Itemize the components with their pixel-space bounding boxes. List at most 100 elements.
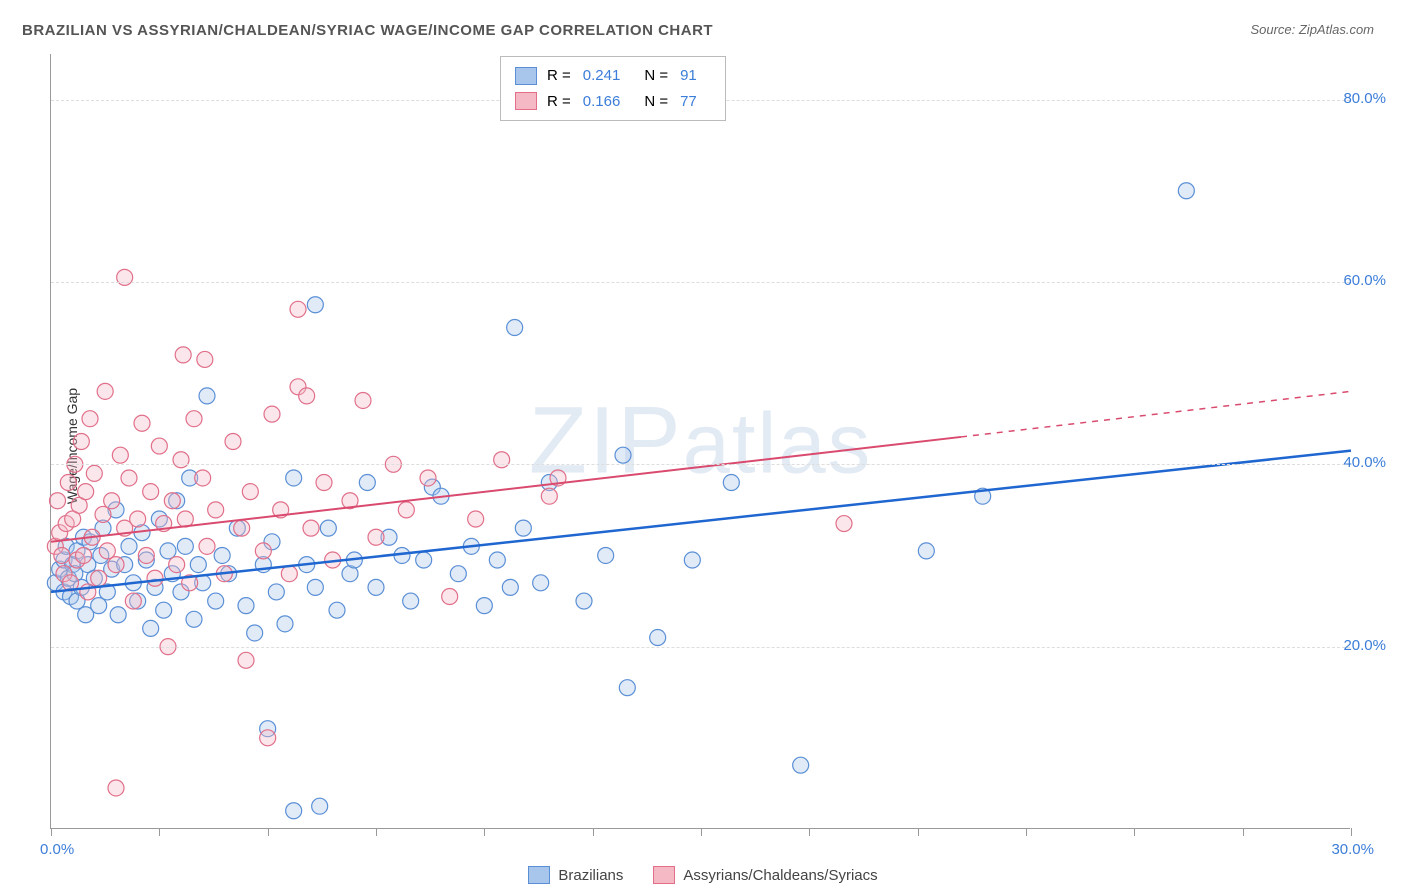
x-tick (918, 828, 919, 836)
scatter-point (502, 579, 518, 595)
scatter-point (125, 593, 141, 609)
r-label: R = (547, 63, 571, 89)
scatter-point (576, 593, 592, 609)
scatter-point (793, 757, 809, 773)
scatter-point (214, 547, 230, 563)
scatter-point (169, 557, 185, 573)
scatter-point (598, 547, 614, 563)
scatter-point (541, 488, 557, 504)
scatter-point (173, 452, 189, 468)
scatter-svg (51, 54, 1350, 828)
x-tick (159, 828, 160, 836)
x-tick (593, 828, 594, 836)
n-value: 91 (680, 63, 697, 89)
gridline (51, 282, 1350, 283)
x-tick (1351, 828, 1352, 836)
n-label: N = (644, 89, 668, 115)
scatter-point (108, 780, 124, 796)
stats-legend-box: R =0.241N =91R =0.166N =77 (500, 56, 726, 121)
scatter-point (281, 566, 297, 582)
scatter-point (468, 511, 484, 527)
scatter-point (615, 447, 631, 463)
scatter-point (117, 269, 133, 285)
scatter-point (54, 547, 70, 563)
scatter-point (186, 411, 202, 427)
scatter-point (507, 320, 523, 336)
scatter-point (268, 584, 284, 600)
scatter-point (208, 593, 224, 609)
legend-label: Brazilians (558, 867, 623, 884)
x-tick (1134, 828, 1135, 836)
scatter-point (91, 570, 107, 586)
scatter-point (208, 502, 224, 518)
scatter-point (359, 475, 375, 491)
scatter-point (442, 589, 458, 605)
y-tick-label: 40.0% (1343, 454, 1386, 471)
scatter-point (420, 470, 436, 486)
scatter-point (489, 552, 505, 568)
scatter-point (416, 552, 432, 568)
scatter-point (255, 543, 271, 559)
x-tick (484, 828, 485, 836)
scatter-point (225, 434, 241, 450)
scatter-point (238, 652, 254, 668)
x-tick (376, 828, 377, 836)
scatter-point (684, 552, 700, 568)
n-value: 77 (680, 89, 697, 115)
gridline (51, 464, 1350, 465)
x-tick-max: 30.0% (1331, 841, 1374, 858)
scatter-point (97, 383, 113, 399)
legend-item: Assyrians/Chaldeans/Syriacs (653, 866, 877, 884)
trend-line-extrapolated (961, 391, 1351, 437)
legend-swatch (528, 866, 550, 884)
scatter-point (143, 620, 159, 636)
scatter-point (82, 411, 98, 427)
x-tick (51, 828, 52, 836)
scatter-point (108, 557, 124, 573)
scatter-point (91, 598, 107, 614)
y-tick-label: 20.0% (1343, 637, 1386, 654)
scatter-point (99, 543, 115, 559)
scatter-point (143, 484, 159, 500)
scatter-point (264, 406, 280, 422)
scatter-point (73, 434, 89, 450)
gridline (51, 647, 1350, 648)
stats-row: R =0.241N =91 (515, 63, 711, 89)
scatter-point (242, 484, 258, 500)
scatter-point (121, 538, 137, 554)
legend-swatch (515, 92, 537, 110)
scatter-point (95, 506, 111, 522)
scatter-point (260, 730, 276, 746)
n-label: N = (644, 63, 668, 89)
scatter-point (195, 470, 211, 486)
scatter-point (650, 630, 666, 646)
chart-title: BRAZILIAN VS ASSYRIAN/CHALDEAN/SYRIAC WA… (22, 22, 713, 39)
scatter-point (619, 680, 635, 696)
x-tick (1026, 828, 1027, 836)
scatter-point (303, 520, 319, 536)
scatter-point (112, 447, 128, 463)
scatter-point (307, 297, 323, 313)
scatter-point (398, 502, 414, 518)
scatter-point (110, 607, 126, 623)
y-tick-label: 80.0% (1343, 90, 1386, 107)
legend-swatch (653, 866, 675, 884)
scatter-point (86, 465, 102, 481)
x-tick (809, 828, 810, 836)
scatter-point (190, 557, 206, 573)
r-label: R = (547, 89, 571, 115)
scatter-point (286, 470, 302, 486)
scatter-point (723, 475, 739, 491)
scatter-point (156, 602, 172, 618)
scatter-point (320, 520, 336, 536)
x-tick-min: 0.0% (40, 841, 74, 858)
r-value: 0.166 (583, 89, 621, 115)
scatter-point (515, 520, 531, 536)
scatter-point (238, 598, 254, 614)
scatter-point (177, 538, 193, 554)
scatter-point (355, 392, 371, 408)
scatter-point (533, 575, 549, 591)
scatter-point (160, 543, 176, 559)
scatter-point (918, 543, 934, 559)
scatter-point (78, 484, 94, 500)
